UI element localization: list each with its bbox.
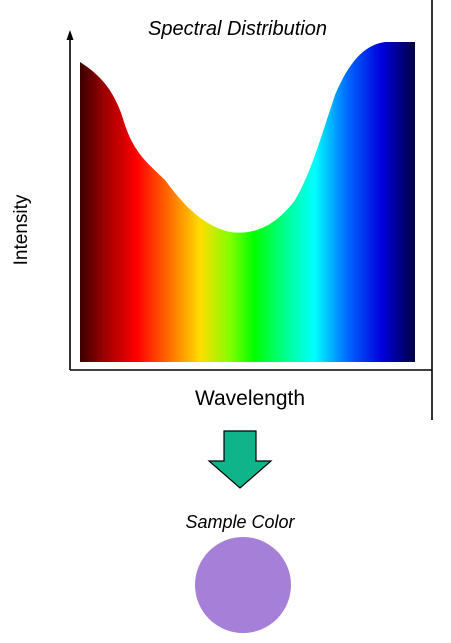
y-axis-arrowhead [66,30,74,40]
spectrum-area [80,42,415,362]
down-arrow-icon [207,430,273,489]
sample-color-label: Sample Color [185,512,295,532]
sample-color-swatch [195,537,291,633]
down-arrow-shape [207,430,273,489]
chart-title: Spectral Distribution [148,18,327,40]
spectral-plot [66,0,433,420]
x-axis-label: Wavelength [194,387,306,410]
